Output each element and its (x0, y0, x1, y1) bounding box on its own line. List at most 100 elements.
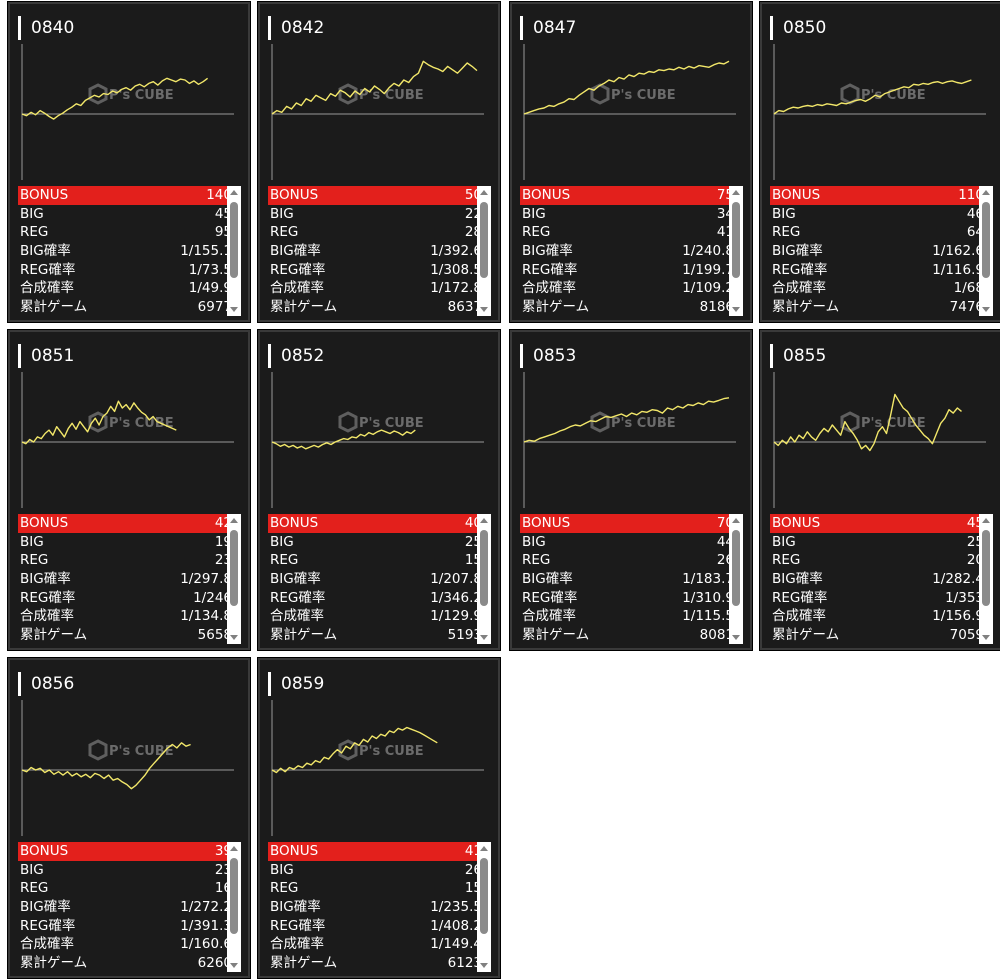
stat-row-combined-rate: 合成確率 1/68 (770, 279, 988, 298)
stats-scrollbar[interactable] (729, 514, 743, 644)
stat-label: BIG確率 (20, 571, 71, 588)
machine-number: 0859 (268, 672, 324, 696)
stats-scrollbar[interactable] (227, 186, 241, 316)
scroll-thumb[interactable] (732, 530, 740, 606)
scroll-up-arrow-icon[interactable] (477, 186, 491, 198)
scroll-down-arrow-icon[interactable] (979, 304, 993, 316)
stat-label: REG (772, 552, 801, 569)
stat-label: BIG確率 (270, 899, 321, 916)
machine-card-0859[interactable]: 0859 P's CUBE BONUS 41 BIG 26 REG 15 BIG確率 1/235.… (257, 657, 501, 979)
payout-line (21, 400, 177, 445)
machine-card-0851[interactable]: 0851 P's CUBE BONUS 42 BIG 19 REG 23 BIG確率 1/297.… (7, 329, 251, 651)
stats-scrollbar[interactable] (729, 186, 743, 316)
ps-cube-logo-icon: P's CUBE (338, 739, 424, 761)
stat-label: 合成確率 (522, 608, 576, 625)
scroll-up-arrow-icon[interactable] (477, 842, 491, 854)
scroll-thumb[interactable] (480, 530, 488, 606)
scroll-thumb[interactable] (230, 858, 238, 934)
scroll-thumb[interactable] (732, 202, 740, 278)
scroll-up-arrow-icon[interactable] (227, 186, 241, 198)
scroll-down-arrow-icon[interactable] (227, 960, 241, 972)
stat-row-big-rate: BIG確率 1/162.6 (770, 242, 988, 261)
scroll-down-arrow-icon[interactable] (227, 632, 241, 644)
payout-line (523, 397, 730, 443)
scroll-thumb[interactable] (230, 530, 238, 606)
stat-value: 6977 (197, 299, 232, 316)
payout-line (21, 742, 191, 790)
graph-svg: P's CUBE (773, 44, 986, 180)
stat-value: 1/160.6 (180, 936, 232, 953)
stats-scrollbar[interactable] (227, 842, 241, 972)
scroll-up-arrow-icon[interactable] (979, 514, 993, 526)
stats-table: BONUS 110 BIG 46 REG 64 BIG確率 1/162.6 REG確率 1/116… (770, 186, 988, 317)
stat-row-reg-rate: REG確率 1/73.5 (18, 261, 236, 280)
stat-row-big: BIG 34 (520, 205, 738, 224)
scroll-up-arrow-icon[interactable] (227, 842, 241, 854)
stat-row-total-games: 累計ゲーム 6977 (18, 298, 236, 317)
ps-cube-logo-icon: P's CUBE (840, 411, 926, 433)
stats-scrollbar[interactable] (477, 514, 491, 644)
payout-line (21, 77, 209, 120)
scroll-down-arrow-icon[interactable] (979, 632, 993, 644)
stat-value: 1/115.5 (682, 608, 734, 625)
scroll-down-arrow-icon[interactable] (227, 304, 241, 316)
stats-scrollbar[interactable] (227, 514, 241, 644)
machine-card-0840[interactable]: 0840 P's CUBE BONUS 140 BIG 45 REG 95 BIG確率 1/155… (7, 1, 251, 323)
stats-table: BONUS 39 BIG 23 REG 16 BIG確率 1/272.2 REG確率 1/391.… (18, 842, 236, 973)
stat-row-big-rate: BIG確率 1/207.8 (268, 570, 486, 589)
stat-label: 合成確率 (20, 280, 74, 297)
scroll-down-arrow-icon[interactable] (729, 632, 743, 644)
stat-value: 140 (206, 187, 232, 203)
stat-label: REG (20, 552, 49, 569)
machine-card-0842[interactable]: 0842 P's CUBE BONUS 50 BIG 22 REG 28 BIG確率 1/392.… (257, 1, 501, 323)
scroll-thumb[interactable] (982, 202, 990, 278)
scroll-thumb[interactable] (480, 202, 488, 278)
stats-scrollbar[interactable] (477, 842, 491, 972)
scroll-up-arrow-icon[interactable] (729, 186, 743, 198)
stat-row-bonus: BONUS 42 (18, 514, 236, 533)
scroll-up-arrow-icon[interactable] (729, 514, 743, 526)
stat-row-big: BIG 22 (268, 205, 486, 224)
scroll-up-arrow-icon[interactable] (477, 514, 491, 526)
watermark-text: P's CUBE (109, 416, 174, 431)
scroll-up-arrow-icon[interactable] (979, 186, 993, 198)
stat-row-bonus: BONUS 41 (268, 842, 486, 861)
scroll-thumb[interactable] (480, 858, 488, 934)
scroll-down-arrow-icon[interactable] (729, 304, 743, 316)
machine-card-0855[interactable]: 0855 P's CUBE BONUS 45 BIG 25 REG 20 BIG確率 1/282.… (759, 329, 1000, 651)
stat-row-reg-rate: REG確率 1/199.7 (520, 261, 738, 280)
stat-label: REG確率 (772, 589, 828, 606)
scroll-down-arrow-icon[interactable] (477, 632, 491, 644)
stats-scrollbar[interactable] (979, 186, 993, 316)
stat-value: 1/183.7 (682, 571, 734, 588)
scroll-thumb[interactable] (230, 202, 238, 278)
machine-card-0850[interactable]: 0850 P's CUBE BONUS 110 BIG 46 REG 64 BIG確率 1/162… (759, 1, 1000, 323)
stat-row-big: BIG 25 (268, 533, 486, 552)
machine-card-0853[interactable]: 0853 P's CUBE BONUS 70 BIG 44 REG 26 BIG確率 1/183.… (509, 329, 753, 651)
stat-row-combined-rate: 合成確率 1/49.9 (18, 279, 236, 298)
scroll-thumb[interactable] (982, 530, 990, 606)
stat-row-total-games: 累計ゲーム 5658 (18, 626, 236, 645)
scroll-up-arrow-icon[interactable] (227, 514, 241, 526)
machine-card-0852[interactable]: 0852 P's CUBE BONUS 40 BIG 25 REG 15 BIG確率 1/207.… (257, 329, 501, 651)
machine-number: 0840 (18, 16, 74, 40)
stats-scrollbar[interactable] (979, 514, 993, 644)
payout-graph: P's CUBE (20, 372, 242, 508)
stat-label: 累計ゲーム (270, 955, 338, 972)
machine-card-0847[interactable]: 0847 P's CUBE BONUS 75 BIG 34 REG 41 BIG確率 1/240.… (509, 1, 753, 323)
watermark-text: P's CUBE (611, 88, 676, 103)
stat-label: 累計ゲーム (772, 299, 840, 316)
stat-row-reg: REG 41 (520, 223, 738, 242)
scroll-down-arrow-icon[interactable] (477, 304, 491, 316)
scroll-down-arrow-icon[interactable] (477, 960, 491, 972)
stat-label: BIG (20, 205, 44, 222)
stat-label: BIG (270, 533, 294, 550)
machine-card-0856[interactable]: 0856 P's CUBE BONUS 39 BIG 23 REG 16 BIG確率 1/272.… (7, 657, 251, 979)
stat-label: REG確率 (20, 261, 76, 278)
stat-label: BIG確率 (772, 571, 823, 588)
stat-label: 累計ゲーム (522, 299, 590, 316)
stats-scrollbar[interactable] (477, 186, 491, 316)
stat-label: BONUS (522, 187, 571, 203)
stat-label: 合成確率 (270, 280, 324, 297)
stat-label: REG (522, 224, 551, 241)
